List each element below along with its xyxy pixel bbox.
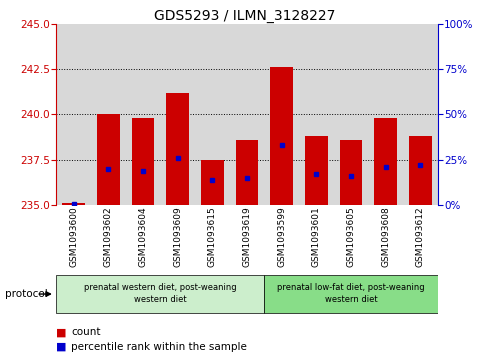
- Bar: [305, 136, 327, 205]
- Text: GSM1093599: GSM1093599: [277, 207, 285, 267]
- Bar: [339, 140, 362, 205]
- Text: GDS5293 / ILMN_3128227: GDS5293 / ILMN_3128227: [154, 9, 334, 23]
- Text: GSM1093609: GSM1093609: [173, 207, 182, 267]
- Bar: [97, 114, 119, 205]
- Bar: [270, 67, 292, 205]
- Text: GSM1093602: GSM1093602: [103, 207, 113, 267]
- Text: GSM1093612: GSM1093612: [415, 207, 424, 267]
- Text: prenatal western diet, post-weaning
western diet: prenatal western diet, post-weaning west…: [84, 283, 236, 303]
- Text: GSM1093601: GSM1093601: [311, 207, 320, 267]
- Text: count: count: [71, 327, 100, 337]
- Bar: [408, 136, 431, 205]
- Text: GSM1093619: GSM1093619: [242, 207, 251, 267]
- Text: prenatal low-fat diet, post-weaning
western diet: prenatal low-fat diet, post-weaning west…: [277, 283, 424, 303]
- Text: protocol: protocol: [5, 289, 47, 299]
- Bar: [166, 93, 188, 205]
- Text: GSM1093615: GSM1093615: [207, 207, 216, 267]
- Text: ■: ■: [56, 342, 66, 352]
- Text: GSM1093604: GSM1093604: [138, 207, 147, 267]
- Text: GSM1093600: GSM1093600: [69, 207, 78, 267]
- Bar: [131, 118, 154, 205]
- Bar: [201, 160, 223, 205]
- FancyBboxPatch shape: [56, 275, 264, 313]
- Text: ■: ■: [56, 327, 66, 337]
- Text: percentile rank within the sample: percentile rank within the sample: [71, 342, 246, 352]
- Bar: [62, 203, 85, 205]
- Bar: [235, 140, 258, 205]
- FancyBboxPatch shape: [264, 275, 437, 313]
- Text: GSM1093608: GSM1093608: [380, 207, 389, 267]
- Bar: [374, 118, 396, 205]
- Text: GSM1093605: GSM1093605: [346, 207, 355, 267]
